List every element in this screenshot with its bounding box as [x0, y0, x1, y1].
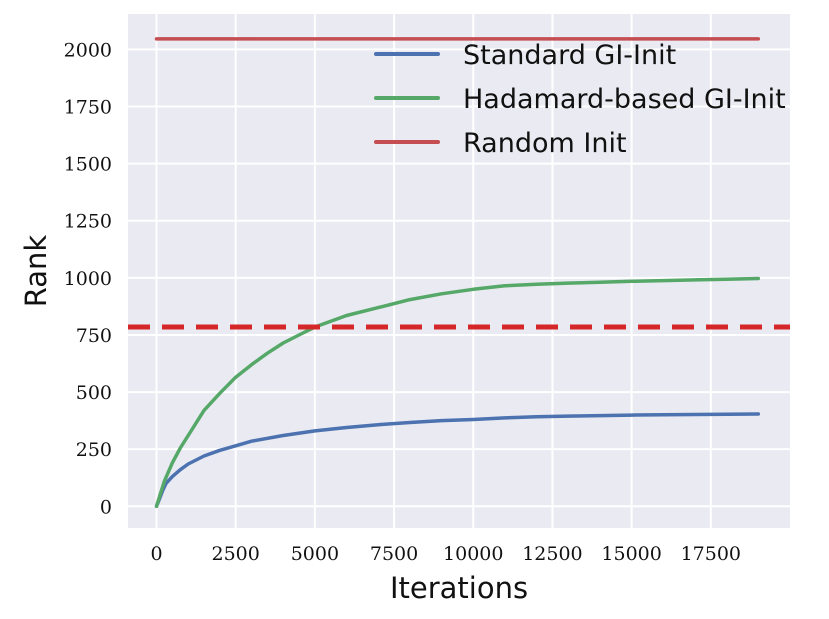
y-tick-label: 1750 — [64, 97, 112, 119]
x-tick-label: 15000 — [601, 543, 661, 565]
x-tick-label: 12500 — [522, 543, 582, 565]
series-lines — [128, 37, 790, 509]
y-tick-label: 0 — [100, 496, 112, 518]
tick-labels: 0 2500 5000 7500 10000 12500 15000 17500 0 250 500… — [64, 39, 741, 565]
x-tick-label: 17500 — [681, 543, 741, 565]
grid-lines — [128, 14, 790, 528]
y-tick-label: 500 — [76, 382, 112, 404]
x-tick-label: 2500 — [212, 543, 260, 565]
y-axis-title: Rank — [19, 235, 53, 308]
y-tick-label: 250 — [76, 439, 112, 461]
y-tick-label: 1500 — [64, 154, 112, 176]
legend-label: Random Init — [463, 128, 627, 159]
x-tick-label: 10000 — [443, 543, 503, 565]
x-tick-label: 0 — [150, 543, 162, 565]
x-tick-label: 7500 — [370, 543, 418, 565]
legend-label: Hadamard-based GI-Init — [463, 84, 786, 115]
series-line-hadamard-based-gi-init — [154, 276, 761, 509]
y-tick-label: 1250 — [64, 211, 112, 233]
y-tick-label: 1000 — [64, 268, 112, 290]
plot-area — [128, 14, 790, 528]
y-tick-label: 750 — [76, 325, 112, 347]
y-tick-label: 2000 — [64, 39, 112, 61]
legend: Standard GI-Init Hadamard-based GI-Init Ra… — [374, 40, 786, 159]
x-tick-label: 5000 — [291, 543, 339, 565]
series-line-standard-gi-init — [154, 412, 761, 509]
x-axis-title: Iterations — [390, 571, 528, 605]
legend-label: Standard GI-Init — [463, 40, 676, 71]
